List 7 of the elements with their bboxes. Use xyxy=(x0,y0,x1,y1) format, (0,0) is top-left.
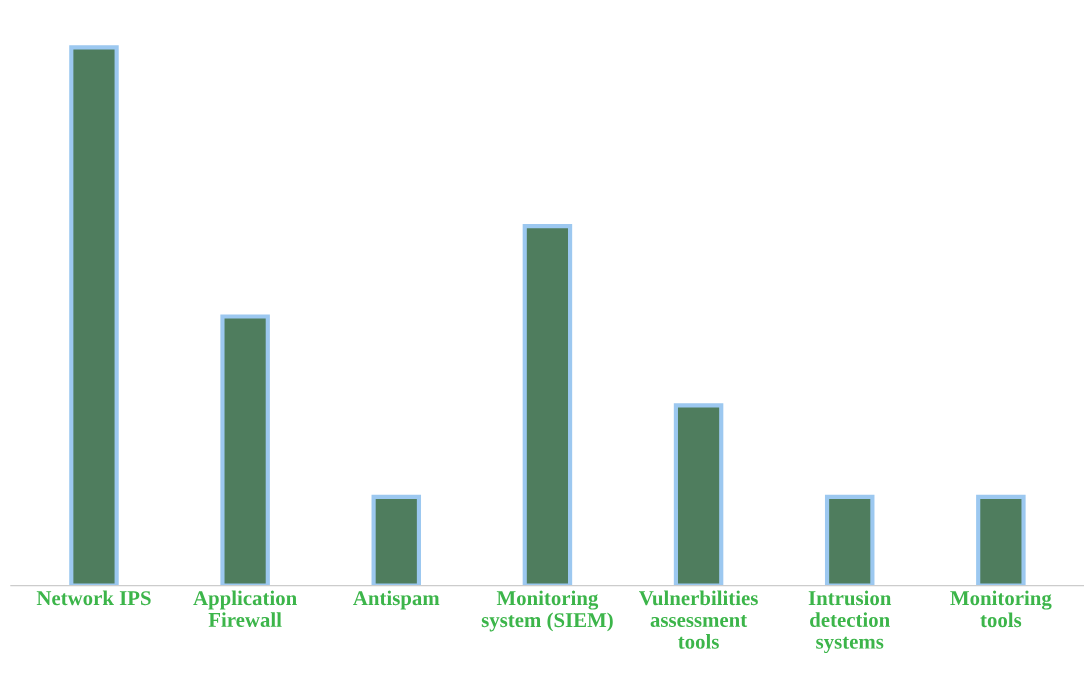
x-tick-label: Intrusion detection systems xyxy=(808,590,892,654)
x-tick-label: Application Firewall xyxy=(193,590,297,627)
x-tick-label: Monitoring system (SIEM) xyxy=(481,590,613,632)
x-tick-label: Monitoring tools xyxy=(950,590,1052,628)
x-tick-label: Antispam xyxy=(353,590,440,610)
x-tick-label: Vulnerbilities assessment tools xyxy=(638,590,758,649)
x-tick-label: Network IPS xyxy=(36,590,151,606)
